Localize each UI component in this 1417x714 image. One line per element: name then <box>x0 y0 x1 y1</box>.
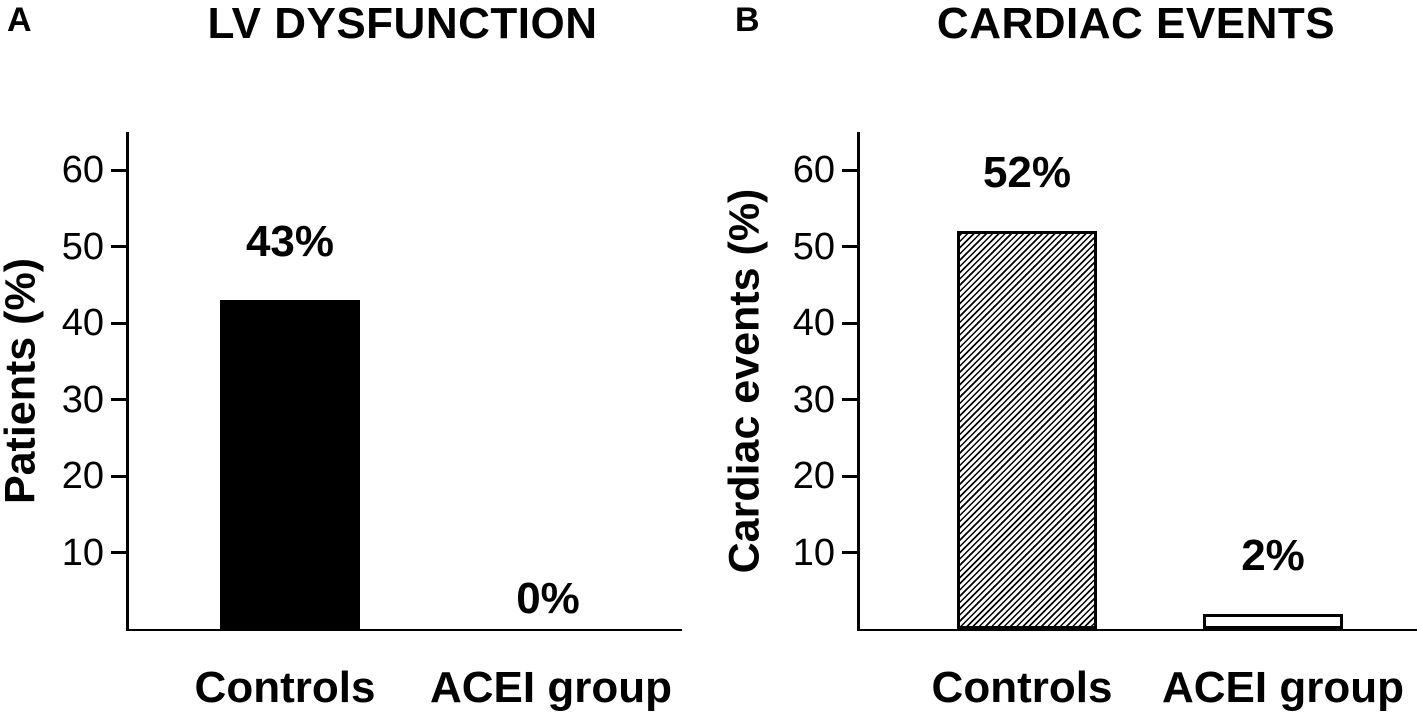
panel-b-category-label-acei: ACEI group <box>1162 663 1404 712</box>
panel-a-bar-value-acei: 0% <box>516 574 580 623</box>
panel-b-label: B <box>735 1 760 39</box>
panel-a-title: LV DYSFUNCTION <box>207 0 598 48</box>
panel-b-y-axis-title: Cardiac events (%) <box>720 132 770 629</box>
y-tick-label: 60 <box>792 149 835 192</box>
y-tick-mark <box>111 321 127 325</box>
y-tick-label: 40 <box>61 302 104 345</box>
y-tick-label: 10 <box>792 531 835 574</box>
y-tick-label: 30 <box>61 378 104 421</box>
panel-a-bar-controls <box>220 300 360 629</box>
y-tick-mark <box>842 551 858 555</box>
y-tick-mark <box>842 168 858 172</box>
y-tick-mark <box>111 551 127 555</box>
y-tick-mark <box>842 245 858 249</box>
y-tick-mark <box>111 168 127 172</box>
y-tick-label: 40 <box>792 302 835 345</box>
y-tick-label: 30 <box>792 378 835 421</box>
y-tick-mark <box>842 474 858 478</box>
y-tick-label: 60 <box>61 149 104 192</box>
panel-a-y-axis-title: Patients (%) <box>0 132 46 629</box>
panel-a-bar-value-controls: 43% <box>245 217 335 267</box>
panel-b-bar-value-acei: 2% <box>1241 530 1305 580</box>
panel-a-plot-area: 10 20 30 40 50 60 43% 0% <box>62 132 682 631</box>
panel-b-bar-acei <box>1203 613 1343 629</box>
y-tick-mark <box>842 398 858 402</box>
y-tick-label: 20 <box>61 455 104 498</box>
y-tick-label: 50 <box>61 225 104 268</box>
panel-b-category-label-controls: Controls <box>931 663 1113 712</box>
y-tick-mark <box>111 474 127 478</box>
y-tick-label: 20 <box>792 455 835 498</box>
y-tick-label: 50 <box>792 225 835 268</box>
y-tick-label: 10 <box>61 531 104 574</box>
panel-b-bar-value-controls: 52% <box>982 148 1072 198</box>
panel-a-label: A <box>7 1 32 39</box>
y-tick-mark <box>111 245 127 249</box>
y-tick-mark <box>842 321 858 325</box>
panel-a-category-label-controls: Controls <box>194 663 376 712</box>
panel-b-y-axis-title-text: Cardiac events (%) <box>720 188 769 573</box>
panel-b-bar-controls <box>957 231 1097 629</box>
panel-b-title: CARDIAC EVENTS <box>936 0 1336 48</box>
y-tick-mark <box>111 398 127 402</box>
panel-b-plot-area: 10 20 30 40 50 60 52% 2% <box>793 132 1417 631</box>
panel-a-category-label-acei: ACEI group <box>430 663 672 712</box>
panel-a-y-axis-title-text: Patients (%) <box>0 257 45 504</box>
